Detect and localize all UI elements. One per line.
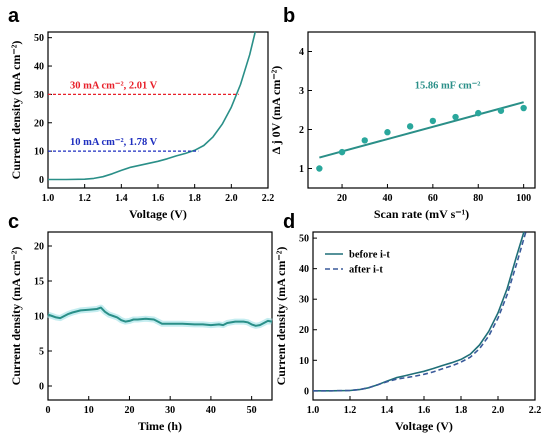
y-tick-label: 30 [299, 295, 309, 306]
series-line-after-i-t [313, 231, 527, 392]
data-point [316, 165, 323, 172]
y-axis-label: Current density (mA cm⁻²) [9, 247, 23, 386]
panel-letter: c [8, 211, 19, 233]
slope-annotation: 15.86 mF cm⁻² [415, 81, 481, 92]
x-tick-label: 80 [473, 193, 483, 204]
plot-frame [47, 231, 273, 401]
y-tick-label: 20 [34, 242, 44, 253]
fit-line [319, 101, 524, 159]
legend-label: after i-t [349, 265, 383, 276]
y-tick-label: 10 [34, 147, 44, 158]
x-tick-label: 2.2 [529, 405, 542, 416]
data-point [497, 107, 505, 114]
x-tick-label: 1.6 [152, 193, 165, 204]
y-axis-label: Δ j 0V (mA cm⁻²) [269, 66, 283, 155]
x-tick-label: 0 [46, 405, 51, 416]
x-tick-label: 50 [247, 405, 257, 416]
y-tick-label: 1 [299, 164, 304, 175]
y-tick-label: 40 [34, 62, 44, 73]
x-tick-label: 1.4 [381, 405, 394, 416]
y-axis-label: Current density (mA cm⁻²) [274, 247, 288, 386]
x-tick-label: 1.0 [307, 405, 320, 416]
x-tick-label: 20 [124, 405, 134, 416]
series-line [47, 306, 273, 327]
chart-panel-c: c 0 10 20 30 40 50 0 5 10 15 20 Time (h) Current dens… [8, 211, 273, 433]
y-tick-label: 50 [34, 33, 44, 44]
data-point [520, 104, 527, 112]
series-line-before-i-t [313, 231, 525, 392]
y-tick-label: 5 [39, 347, 44, 358]
y-tick-label: 0 [39, 382, 44, 393]
data-point [384, 129, 391, 136]
x-tick-label: 1.0 [42, 193, 55, 204]
data-point [452, 113, 459, 121]
x-tick-label: 30 [165, 405, 175, 416]
data-point [361, 137, 368, 144]
y-tick-label: 20 [34, 118, 44, 129]
x-tick-label: 40 [382, 193, 392, 204]
chart-panel-a: a 1.0 1.2 1.4 1.6 1.8 2.0 2.2 0 10 20 30 40 50 Voltage… [8, 5, 274, 221]
data-point [338, 148, 346, 156]
x-tick-label: 20 [337, 193, 347, 204]
chart-panel-d: d 1.0 1.2 1.4 1.6 1.8 2.0 2.2 0 10 20 30 40 50 Voltage… [274, 211, 541, 433]
x-tick-label: 10 [84, 405, 94, 416]
x-axis-label: Scan rate (mV s⁻¹) [374, 207, 469, 221]
y-tick-label: 3 [299, 86, 304, 97]
y-tick-label: 10 [34, 312, 44, 323]
x-tick-label: 40 [206, 405, 216, 416]
y-tick-label: 0 [304, 386, 309, 397]
x-tick-label: 100 [516, 193, 531, 204]
x-tick-label: 2.2 [262, 193, 275, 204]
x-axis-label: Voltage (V) [129, 207, 187, 221]
plot-frame [47, 31, 269, 189]
y-tick-label: 20 [299, 325, 309, 336]
annotation-label: 10 mA cm⁻², 1.78 V [70, 137, 158, 148]
series-line [48, 31, 256, 181]
x-axis-label: Voltage (V) [395, 419, 453, 433]
data-point [475, 109, 482, 117]
y-tick-label: 2 [299, 125, 304, 136]
chart-panel-b: b 20 40 60 80 100 1 2 3 4 Scan rate (mV s⁻¹) Δ j 0V… [269, 5, 536, 221]
y-tick-label: 0 [39, 175, 44, 186]
y-tick-label: 15 [34, 277, 44, 288]
x-tick-label: 1.4 [115, 193, 128, 204]
panel-letter: a [8, 5, 20, 27]
y-tick-label: 30 [34, 90, 44, 101]
data-point [429, 117, 437, 125]
x-tick-label: 2.0 [492, 405, 505, 416]
x-tick-label: 1.8 [188, 193, 201, 204]
x-tick-label: 1.6 [418, 405, 431, 416]
x-tick-label: 60 [428, 193, 438, 204]
panel-letter: d [283, 211, 295, 233]
annotation-label: 30 mA cm⁻², 2.01 V [70, 80, 158, 91]
y-tick-label: 4 [299, 47, 304, 58]
y-tick-label: 40 [299, 264, 309, 275]
data-point [406, 123, 414, 130]
x-axis-label: Time (h) [138, 419, 182, 433]
legend-label: before i-t [349, 250, 390, 261]
x-tick-label: 1.2 [344, 405, 357, 416]
y-axis-label: Current density (mA cm⁻²) [9, 41, 23, 180]
y-tick-label: 50 [299, 234, 309, 245]
x-tick-label: 2.0 [225, 193, 238, 204]
panel-letter: b [283, 5, 295, 27]
plot-frame [307, 31, 536, 189]
x-tick-label: 1.8 [455, 405, 468, 416]
x-tick-label: 1.2 [78, 193, 91, 204]
y-tick-label: 10 [299, 356, 309, 367]
